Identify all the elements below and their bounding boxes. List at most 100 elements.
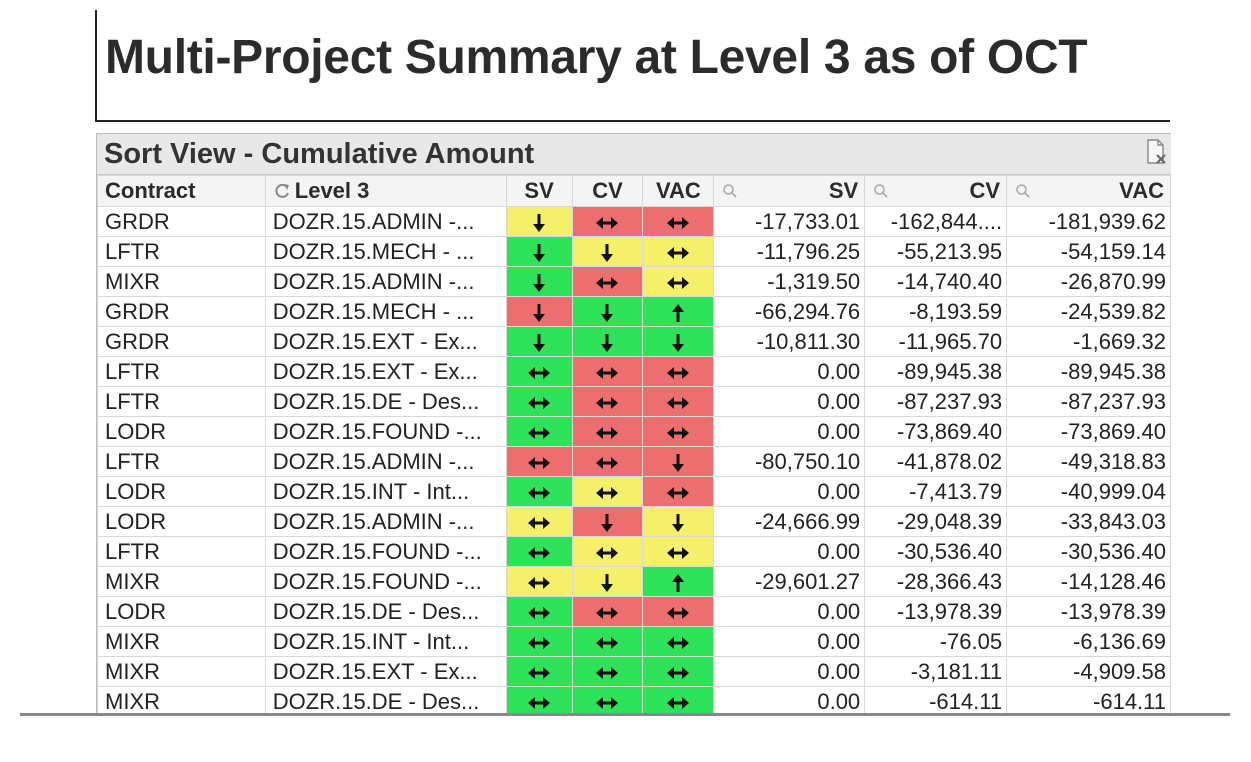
cell-level3[interactable]: DOZR.15.ADMIN -... [264,506,507,537]
table-row[interactable]: GRDR DOZR.15.MECH - ... -66,294.76 -8,193.5… [97,296,1171,327]
cell-vac[interactable]: -614.11 [1006,686,1171,716]
cell-vac[interactable]: -4,909.58 [1006,656,1171,687]
column-header-cv[interactable]: CV [864,175,1008,207]
cell-level3[interactable]: DOZR.15.EXT - Ex... [264,326,507,357]
column-header-level3[interactable]: Level 3 [264,175,507,207]
cycle-drill-icon[interactable] [273,182,291,200]
table-row[interactable]: LFTR DOZR.15.MECH - ... -11,796.25 -55,213.… [97,236,1171,267]
table-row[interactable]: LODR DOZR.15.ADMIN -... -24,666.99 -29,048.… [97,506,1171,537]
table-row[interactable]: LODR DOZR.15.INT - Int... 0.00 -7,413.79 -40… [97,476,1171,507]
cell-sv[interactable]: -10,811.30 [713,326,866,357]
cell-contract[interactable]: LFTR [97,236,266,267]
cell-vac[interactable]: -24,539.82 [1006,296,1171,327]
cell-vac[interactable]: -89,945.38 [1006,356,1171,387]
table-row[interactable]: GRDR DOZR.15.EXT - Ex... -10,811.30 -11,965… [97,326,1171,357]
table-row[interactable]: MIXR DOZR.15.FOUND -... -29,601.27 -28,366.… [97,566,1171,597]
cell-level3[interactable]: DOZR.15.EXT - Ex... [264,356,507,387]
cell-vac[interactable]: -87,237.93 [1006,386,1171,417]
cell-sv[interactable]: 0.00 [713,596,866,627]
cell-sv[interactable]: 0.00 [713,536,866,567]
cell-cv[interactable]: -7,413.79 [864,476,1008,507]
search-icon[interactable] [873,183,889,199]
cell-cv[interactable]: -11,965.70 [864,326,1008,357]
cell-sv[interactable]: 0.00 [713,476,866,507]
cell-sv[interactable]: -29,601.27 [713,566,866,597]
cell-vac[interactable]: -13,978.39 [1006,596,1171,627]
cell-cv[interactable]: -30,536.40 [864,536,1008,567]
cell-sv[interactable]: -11,796.25 [713,236,866,267]
search-icon[interactable] [1015,183,1031,199]
cell-level3[interactable]: DOZR.15.FOUND -... [264,416,507,447]
cell-contract[interactable]: MIXR [97,566,266,597]
cell-cv[interactable]: -14,740.40 [864,266,1008,297]
table-row[interactable]: LODR DOZR.15.DE - Des... 0.00 -13,978.39 -13… [97,596,1171,627]
cell-contract[interactable]: MIXR [97,686,266,716]
cell-contract[interactable]: LODR [97,476,266,507]
cell-contract[interactable]: LODR [97,416,266,447]
cell-contract[interactable]: LODR [97,596,266,627]
column-header-vac-indicator[interactable]: VAC [642,175,715,207]
cell-cv[interactable]: -8,193.59 [864,296,1008,327]
table-row[interactable]: LFTR DOZR.15.FOUND -... 0.00 -30,536.40 -30,… [97,536,1171,567]
cell-level3[interactable]: DOZR.15.DE - Des... [264,596,507,627]
cell-cv[interactable]: -41,878.02 [864,446,1008,477]
table-row[interactable]: MIXR DOZR.15.ADMIN -... -1,319.50 -14,740.4… [97,266,1171,297]
cell-vac[interactable]: -30,536.40 [1006,536,1171,567]
cell-level3[interactable]: DOZR.15.MECH - ... [264,236,507,267]
column-header-sv[interactable]: SV [713,175,866,207]
cell-sv[interactable]: -66,294.76 [713,296,866,327]
cell-cv[interactable]: -29,048.39 [864,506,1008,537]
table-row[interactable]: LFTR DOZR.15.DE - Des... 0.00 -87,237.93 -87… [97,386,1171,417]
cell-sv[interactable]: 0.00 [713,686,866,716]
table-row[interactable]: MIXR DOZR.15.INT - Int... 0.00 -76.05 -6,136… [97,626,1171,657]
cell-level3[interactable]: DOZR.15.ADMIN -... [264,446,507,477]
column-header-contract[interactable]: Contract [97,175,266,207]
cell-sv[interactable]: 0.00 [713,656,866,687]
table-row[interactable]: GRDR DOZR.15.ADMIN -... -17,733.01 -162,844… [97,206,1171,237]
table-row[interactable]: LFTR DOZR.15.ADMIN -... -80,750.10 -41,878.… [97,446,1171,477]
cell-vac[interactable]: -54,159.14 [1006,236,1171,267]
export-excel-icon[interactable] [1145,138,1167,166]
cell-contract[interactable]: MIXR [97,656,266,687]
cell-vac[interactable]: -49,318.83 [1006,446,1171,477]
cell-cv[interactable]: -162,844.... [864,206,1008,237]
cell-sv[interactable]: -1,319.50 [713,266,866,297]
cell-cv[interactable]: -89,945.38 [864,356,1008,387]
cell-vac[interactable]: -40,999.04 [1006,476,1171,507]
column-header-sv-indicator[interactable]: SV [505,175,573,207]
cell-sv[interactable]: 0.00 [713,386,866,417]
cell-sv[interactable]: -80,750.10 [713,446,866,477]
cell-level3[interactable]: DOZR.15.INT - Int... [264,626,507,657]
cell-vac[interactable]: -6,136.69 [1006,626,1171,657]
cell-level3[interactable]: DOZR.15.ADMIN -... [264,206,507,237]
cell-cv[interactable]: -614.11 [864,686,1008,716]
cell-cv[interactable]: -87,237.93 [864,386,1008,417]
cell-level3[interactable]: DOZR.15.FOUND -... [264,536,507,567]
table-row[interactable]: MIXR DOZR.15.DE - Des... 0.00 -614.11 -614.1… [97,686,1171,716]
cell-contract[interactable]: LFTR [97,536,266,567]
cell-contract[interactable]: LFTR [97,386,266,417]
cell-contract[interactable]: GRDR [97,206,266,237]
cell-contract[interactable]: GRDR [97,326,266,357]
cell-cv[interactable]: -73,869.40 [864,416,1008,447]
cell-level3[interactable]: DOZR.15.ADMIN -... [264,266,507,297]
cell-sv[interactable]: 0.00 [713,356,866,387]
cell-contract[interactable]: LODR [97,506,266,537]
cell-sv[interactable]: -24,666.99 [713,506,866,537]
cell-vac[interactable]: -14,128.46 [1006,566,1171,597]
table-row[interactable]: LFTR DOZR.15.EXT - Ex... 0.00 -89,945.38 -89… [97,356,1171,387]
cell-level3[interactable]: DOZR.15.DE - Des... [264,386,507,417]
cell-vac[interactable]: -73,869.40 [1006,416,1171,447]
cell-cv[interactable]: -3,181.11 [864,656,1008,687]
cell-cv[interactable]: -13,978.39 [864,596,1008,627]
cell-level3[interactable]: DOZR.15.DE - Des... [264,686,507,716]
cell-level3[interactable]: DOZR.15.EXT - Ex... [264,656,507,687]
cell-contract[interactable]: MIXR [97,266,266,297]
cell-vac[interactable]: -33,843.03 [1006,506,1171,537]
cell-sv[interactable]: 0.00 [713,626,866,657]
search-icon[interactable] [722,183,738,199]
column-header-vac[interactable]: VAC [1006,175,1171,207]
column-header-cv-indicator[interactable]: CV [571,175,644,207]
cell-cv[interactable]: -76.05 [864,626,1008,657]
cell-level3[interactable]: DOZR.15.INT - Int... [264,476,507,507]
